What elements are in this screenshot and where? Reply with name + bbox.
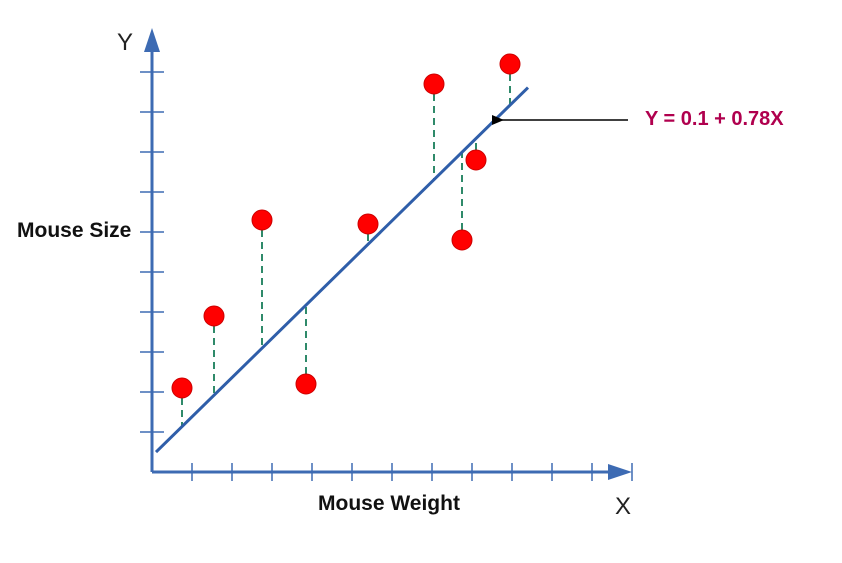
regression-equation: Y = 0.1 + 0.78X xyxy=(645,108,784,130)
data-point-6 xyxy=(423,73,445,95)
data-point-8 xyxy=(465,149,487,171)
data-point-2 xyxy=(203,305,225,327)
y-axis-title: Mouse Size xyxy=(17,219,131,242)
x-axis-title: Mouse Weight xyxy=(318,492,460,515)
data-point-3 xyxy=(251,209,273,231)
data-point-9 xyxy=(499,53,521,75)
data-point-1 xyxy=(171,377,193,399)
y-axis-letter: Y xyxy=(117,29,133,56)
data-point-4 xyxy=(295,373,317,395)
x-axis-arrowhead xyxy=(608,464,632,480)
y-axis-arrowhead xyxy=(144,28,160,52)
y-axis-ticks xyxy=(140,71,164,433)
residual-lines xyxy=(181,74,511,427)
x-axis-letter: X xyxy=(615,493,631,520)
data-points xyxy=(171,53,521,399)
regression-line xyxy=(154,86,530,454)
x-axis-ticks xyxy=(191,463,633,481)
data-point-7 xyxy=(451,229,473,251)
data-point-5 xyxy=(357,213,379,235)
